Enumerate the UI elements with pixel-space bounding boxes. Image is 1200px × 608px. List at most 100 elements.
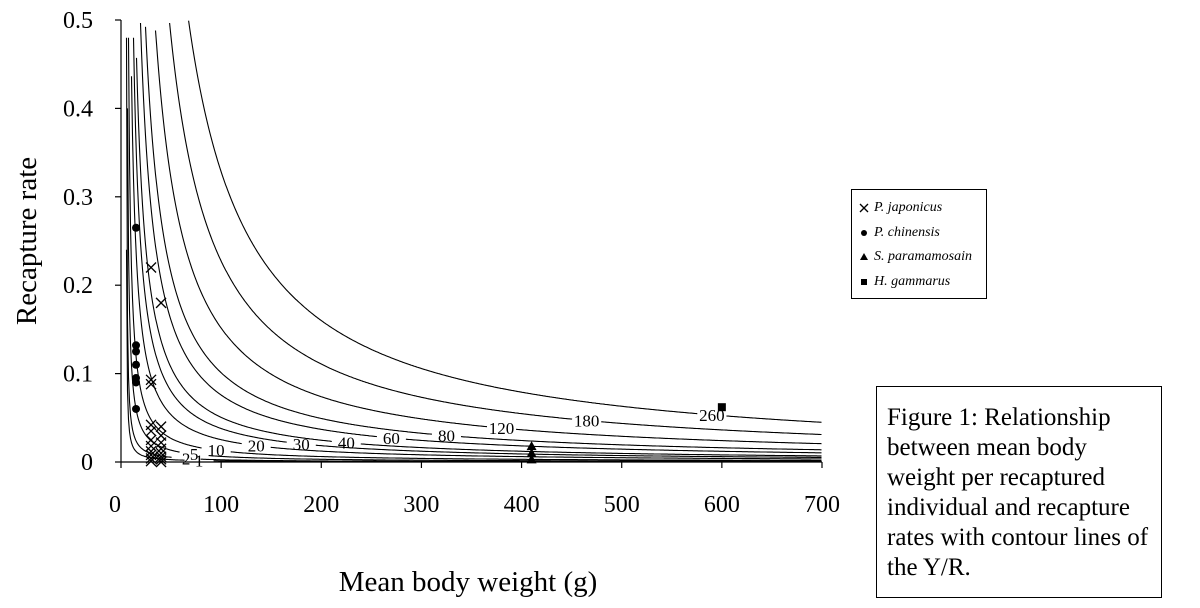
contour-line [169,22,573,420]
x-tick-label: 600 [704,492,740,518]
contour-line [125,249,185,461]
data-point [155,453,167,465]
contour-10: 10 [127,37,822,462]
y-tick-label: 0.4 [63,96,93,122]
data-point [132,223,141,232]
contour-80: 80 [144,26,822,451]
contour-label: 5 [190,445,199,464]
x-axis-label: Mean body weight (g) [339,566,598,598]
y-axis-label: Recapture rate [11,157,43,325]
contour-line [601,421,822,436]
axes-layer: 0 0.1 0.2 0.3 0.4 0.5 0 100 200 300 400 500 600 700 [63,8,840,518]
data-point [132,404,141,413]
chart: 12 5 10 20 30 40 60 80 120 180 260 0 0.1 0.2 0.3 0.4 0.… [11,8,840,598]
data-point [155,443,167,455]
contour-260: 260 [188,20,822,425]
contour-line [139,22,377,438]
legend-item: H. gammarus [858,270,986,295]
data-point [526,454,537,464]
contour-line [154,30,488,428]
contour-line [126,108,180,453]
data-point [155,421,167,433]
y-tick-label: 0.3 [63,185,93,211]
contour-label: 10 [208,441,225,460]
data-point [132,347,141,356]
legend-item: S. paramamosain [858,245,986,270]
series-square [717,403,726,412]
contour-label: 80 [438,426,455,445]
data-point [155,451,167,463]
data-point [145,374,157,386]
y-tick-label: 0.1 [63,362,93,388]
contour-line [130,76,242,445]
caption-text: Figure 1: Relationship between mean body… [887,404,1149,581]
x-tick-label: 300 [403,492,439,518]
contour-60: 60 [139,22,822,454]
contour-30: 30 [132,37,822,458]
legend-label: S. paramamosain [874,249,973,265]
data-point [155,297,167,309]
contour-120: 120 [154,30,822,445]
marker-x [859,203,869,213]
data-point [132,360,141,369]
contour-180: 180 [169,22,822,436]
x-tick-label: 100 [203,492,239,518]
legend: P. japonicus P. chinensis S. paramamosain H… [851,189,987,299]
contour-line [405,438,822,454]
legend-marker [858,202,872,214]
legend-label: P. japonicus [874,200,943,216]
legend-label: P. chinensis [874,224,940,240]
data-point [145,262,157,273]
data-point [145,453,157,464]
series-circle [132,223,141,413]
contour-label: 2 [182,449,191,468]
series-triangle [526,441,537,464]
data-point [155,456,167,468]
contour-label: 20 [248,437,265,456]
contour-line [208,455,822,462]
contour-line [460,436,822,451]
marker-triangle [860,253,868,261]
contour-line [127,37,202,449]
contour-line [132,37,287,443]
contour-line [188,20,698,415]
contour-line [135,57,332,442]
contour-label: 120 [489,419,515,438]
contour-line [315,444,822,458]
y-tick-label: 0.2 [63,273,93,299]
legend-label: H. gammarus [874,273,951,289]
contour-label: 30 [293,435,310,454]
x-tick-label: 200 [303,492,339,518]
y-tick-label: 0 [81,450,93,476]
contour-line [144,26,432,435]
contour-label: 1 [195,452,204,471]
contour-label: 180 [574,411,600,430]
data-point [717,403,726,412]
legend-marker [858,251,872,263]
marker-square [861,278,867,285]
x-tick-label: 400 [504,492,540,518]
x-tick-label: 700 [804,492,840,518]
marker-circle [861,229,867,236]
data-point [526,441,537,451]
x-tick-label: 0 [109,492,121,518]
data-point [145,440,157,452]
contour-40: 40 [135,57,822,457]
legend-item: P. japonicus [858,196,986,221]
points-layer [132,223,726,468]
contour-layer: 12 5 10 20 30 40 60 80 120 180 260 [125,20,822,471]
contour-line [516,428,822,445]
contour-line [230,451,822,462]
data-point [132,378,141,387]
contour-20: 20 [130,76,822,460]
contour-line [726,415,822,423]
legend-item: P. chinensis [858,221,986,246]
contour-line [270,446,822,460]
data-point [526,448,537,458]
data-point [145,455,157,467]
data-point [132,341,141,350]
contour-line [360,443,822,457]
contour-label: 60 [383,429,400,448]
data-point [145,378,157,390]
legend-marker [858,227,872,239]
